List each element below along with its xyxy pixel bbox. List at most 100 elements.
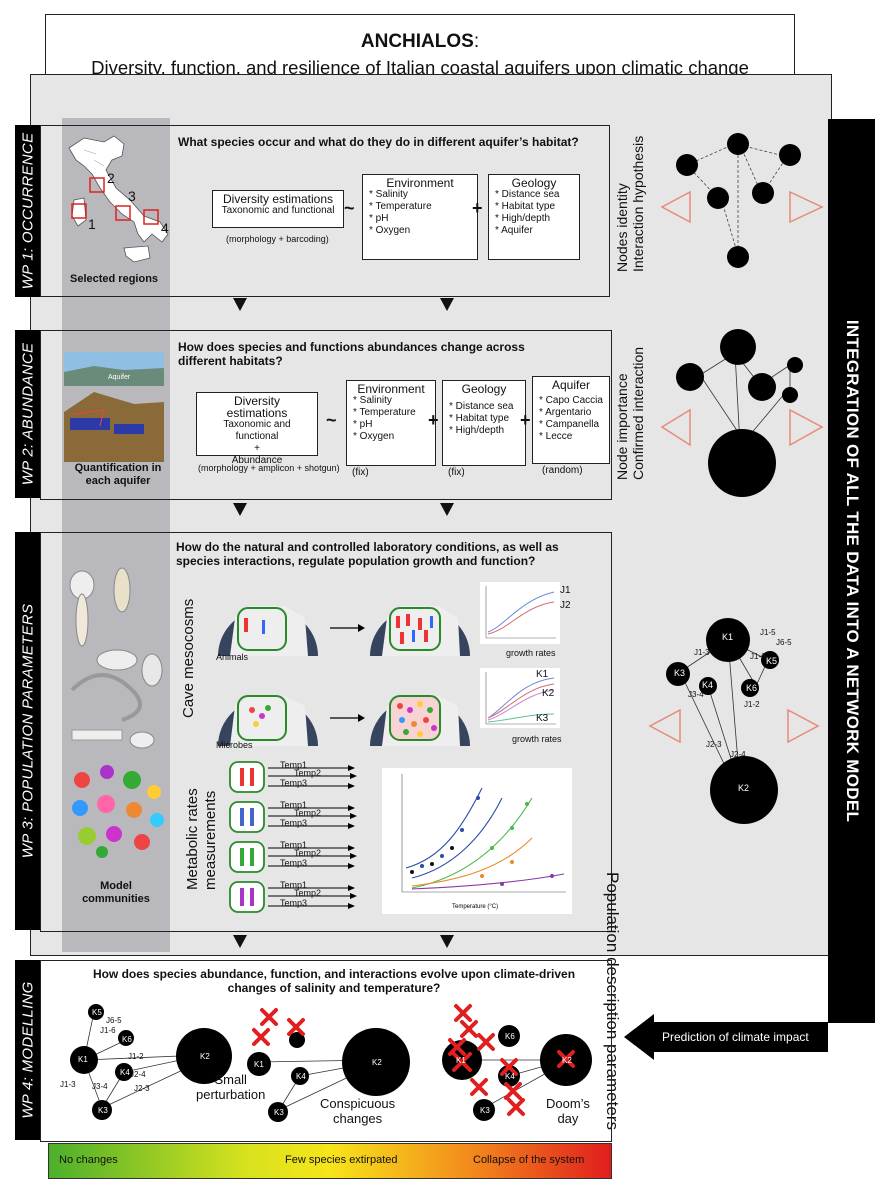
network-edge-label: J2-3 [706,740,722,749]
wp2-aquifer-box: Aquifer * Capo Caccia * Argentario * Cam… [532,376,610,464]
geo-item: * Distance sea [449,401,514,412]
scenario-doomsday-2: day [557,1111,579,1126]
model-label-2: communities [82,893,150,905]
wp2-diversity-sub: Taxonomic and functional [223,419,291,442]
network-edge-label: J2-4 [130,1070,146,1079]
prediction-arrow: Prediction of climate impact [624,1014,828,1060]
wp2-geology-title: Geology [461,382,507,396]
network-node-label: K3 [98,1106,108,1115]
microbes-label: Microbes [216,740,253,750]
wp1-network [660,133,824,268]
wp2-network [660,329,824,497]
integration-bar: INTEGRATION OF ALL THE DATA INTO A NETWO… [828,119,875,1023]
arrow-down-icon [233,935,247,948]
regions-label: Selected regions [70,273,159,285]
quantification-label: Quantification in each aquifer [64,462,172,488]
arrow-down-icon [440,503,454,516]
metabolic-chambers [229,761,357,913]
wp2-geology-box: Geology * Distance sea * Habitat type * … [442,380,526,466]
network-node-label: K2 [372,1058,382,1067]
arrow-down-icon [233,298,247,311]
plot-xlabel: Temperature (°C) [452,904,498,910]
growth-rates-label: growth rates [506,648,556,658]
wp3-question: How do the natural and controlled labora… [176,540,559,568]
metabolic-label: Metabolic rates measurements [184,788,220,890]
wp4-question-2: changes of salinity and temperature? [227,981,441,995]
network-edge-label: J1-2 [744,700,760,709]
network-node-label: K3 [674,668,686,678]
network-node-label: K2 [738,783,750,793]
network-node-label: K3 [274,1108,284,1117]
model-communities-label: Model communities [62,880,170,906]
italy-map [68,135,169,263]
env-item: * pH [353,419,373,430]
network-node-label: K2 [200,1052,210,1061]
scenario-doomsday: Doom’s day [546,1096,590,1126]
temp-label: Temp1 [280,800,308,810]
network-edge-label: J1-3 [60,1080,76,1089]
wp1-tilde: ~ [344,198,355,218]
geo-item: * Habitat type [495,201,556,212]
microbe-community [72,765,164,858]
network-edge-label: J6-5 [776,638,792,647]
wp3-panel [40,532,612,932]
network-edge-label: J2-4 [730,750,746,759]
network-node-label: K6 [122,1035,132,1044]
network-node-label: K4 [120,1068,130,1077]
cave-mesocosms [218,606,470,746]
growth-plot-animals [480,582,560,644]
arrow-down-icon [440,298,454,311]
model-label-1: Model [100,880,132,892]
env-item: * Oxygen [353,431,395,442]
wp1-label: WP 1: OCCURRENCE [15,125,40,297]
fauna-drawings [69,567,163,749]
metabolic-rate-plot: Temperature (°C) [382,768,572,914]
wp4-panel [40,960,612,1142]
env-item: * Temperature [369,201,432,212]
cave-mesocosms-label: Cave mesocosms [180,598,197,718]
metabolic-label-1: Metabolic rates [184,788,201,890]
growth-plot-microbes [480,668,560,728]
wp2-geo-note: (fix) [448,467,465,478]
growth-rates-label-2: growth rates [512,734,562,744]
j2-label: J2 [560,600,571,611]
triangle-icon [648,708,681,744]
wp1-diversity-note: (morphology + barcoding) [226,234,329,244]
impact-scale: No changes Few species extirpated Collap… [48,1143,612,1179]
wp4-label: WP 4: MODELLING [15,960,40,1140]
wp2-plus-2: + [520,410,531,430]
wp2-diversity-box: Diversity estimations Taxonomic and func… [196,392,318,466]
wp2-diversity-title: Diversity estimations [226,394,288,420]
network-node-label: K2 [562,1056,572,1065]
env-item: * Salinity [369,189,408,200]
aquifer-item: * Campanella [539,419,600,430]
temp-label: Temp1 [280,760,308,770]
wp3-label: WP 3: POPULATION PARAMETERS [15,532,40,930]
env-item: * pH [369,213,389,224]
wp1-diversity-sub: Taxonomic and functional [221,205,335,216]
k2-label: K2 [542,688,555,699]
arrow-down-icon [440,935,454,948]
aquifer-item: * Argentario [539,407,592,418]
metabolic-label-2: measurements [202,790,219,890]
wp2-panel [40,330,612,500]
network-node-label: K1 [254,1060,264,1069]
env-item: * Oxygen [369,225,411,236]
wp1-diversity-box: Diversity estimations Taxonomic and func… [212,190,344,228]
temp-label: Temp2 [294,768,322,778]
scale-mid: Few species extirpated [285,1154,398,1166]
region-number-2: 2 [107,170,115,186]
temp-label: Temp1 [280,840,308,850]
triangle-icon [789,190,824,224]
red-cross-icons [252,1004,575,1116]
network-edge-label: J2-3 [134,1084,150,1093]
wp2-diversity-plus: + [254,443,260,454]
geo-item: * Distance sea [495,189,560,200]
temp-label: Temp1 [280,880,308,890]
quant-label-1: Quantification in [74,462,162,474]
page-title: ANCHIALOS: [360,31,480,52]
geo-item: * Aquifer [495,225,533,236]
network-edge-label: J3-4 [688,690,704,699]
wp2-environment-box: Environment * Salinity * Temperature * p… [346,380,436,466]
network-node-label: K4 [702,680,714,690]
